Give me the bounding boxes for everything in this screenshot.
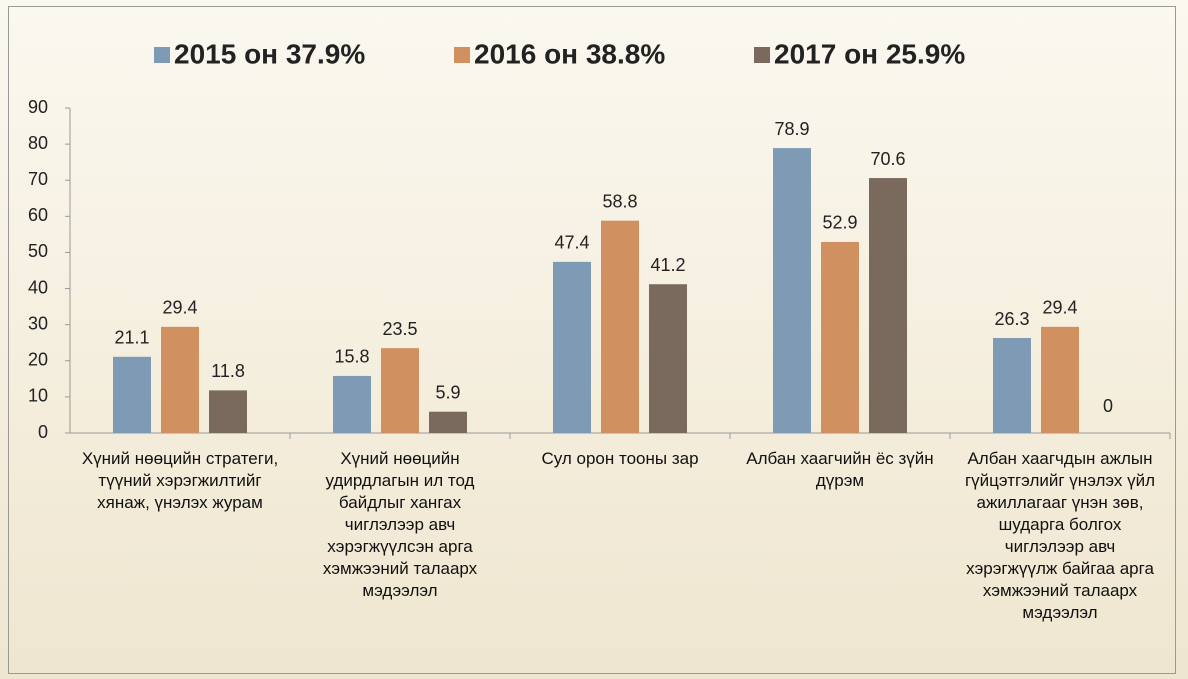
bar [869,178,907,433]
data-label: 21.1 [114,328,149,348]
bar [381,348,419,433]
data-label: 23.5 [382,319,417,339]
bar [1041,326,1079,433]
bar [773,148,811,434]
data-label: 52.9 [822,213,857,233]
bar [113,356,151,433]
data-label: 78.9 [774,119,809,139]
bar [209,390,247,433]
x-tick-label: Хүний нөөцийн стратеги, түүний хэрэгжилт… [81,449,279,512]
bar [333,375,371,433]
bar [601,220,639,433]
y-tick-label: 30 [28,313,48,333]
data-label: 41.2 [650,255,685,275]
data-label: 11.8 [211,361,245,381]
legend-swatch [454,47,470,63]
x-tick-label: Хүний нөөцийн удирдлагын ил тод байдлыг … [322,449,478,600]
y-tick-label: 10 [28,386,48,406]
x-tick-label: Албан хаагчийн ёс зүйн дүрэм [746,449,934,490]
data-label: 70.6 [870,149,905,169]
legend-label: 2015 он 37.9% [174,38,365,69]
y-tick-label: 20 [28,350,48,370]
bar [429,411,467,433]
data-label: 0 [1103,396,1113,416]
bar [821,241,859,433]
data-label: 26.3 [994,309,1029,329]
chart-frame [8,6,1176,674]
bar [161,326,199,433]
legend-swatch [154,47,170,63]
data-label: 29.4 [162,298,197,318]
data-label: 5.9 [435,382,460,402]
y-tick-label: 50 [28,241,48,261]
bar [993,338,1031,433]
bar [649,284,687,433]
x-tick-label: Сул орон тооны зар [541,449,699,468]
legend-swatch [754,47,770,63]
y-tick-label: 70 [28,169,48,189]
data-label: 15.8 [334,347,369,367]
y-tick-label: 40 [28,277,48,297]
y-tick-label: 0 [38,422,48,442]
y-tick-label: 60 [28,205,48,225]
data-label: 58.8 [602,191,637,211]
bar [553,261,591,433]
data-label: 47.4 [554,233,589,253]
legend-label: 2017 он 25.9% [774,38,965,69]
x-tick-label: Албан хаагчдын ажлын гүйцэтгэлийг үнэлэх… [964,449,1156,622]
data-label: 29.4 [1042,298,1077,318]
legend-label: 2016 он 38.8% [474,38,665,69]
y-tick-label: 80 [28,133,48,153]
y-tick-label: 90 [28,97,48,117]
